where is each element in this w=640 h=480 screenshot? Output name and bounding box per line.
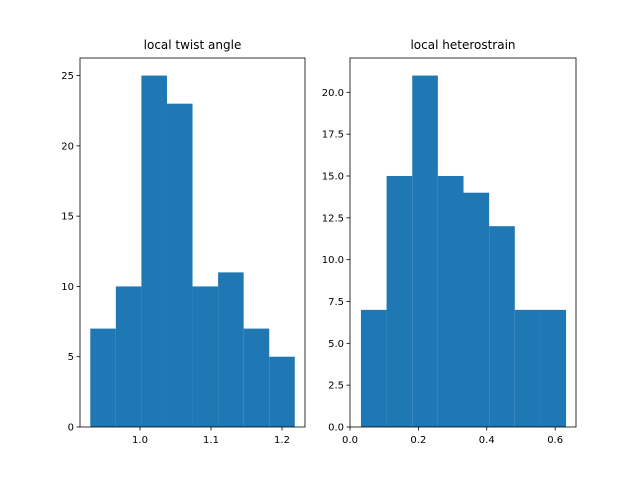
chart-title: local heterostrain — [410, 38, 515, 52]
bar — [115, 286, 142, 427]
x-tick-label: 0.4 — [479, 435, 495, 446]
bar — [514, 309, 541, 427]
x-tick-label: 0.2 — [410, 435, 426, 446]
y-tick-label: 0.0 — [328, 423, 344, 434]
y-tick-label: 15 — [61, 212, 74, 223]
y-tick-label: 20.0 — [322, 88, 344, 99]
bar — [360, 309, 387, 427]
bar — [166, 103, 193, 427]
bar — [386, 175, 413, 427]
y-tick-label: 7.5 — [328, 297, 344, 308]
bar — [218, 272, 244, 427]
bar — [90, 328, 116, 427]
y-tick-label: 10.0 — [322, 255, 344, 266]
bar — [269, 356, 295, 427]
bar — [540, 309, 567, 427]
y-tick-label: 2.5 — [328, 381, 344, 392]
y-tick-label: 5 — [68, 352, 74, 363]
x-tick-label: 0.0 — [342, 435, 358, 446]
y-tick-label: 17.5 — [322, 130, 344, 141]
bar — [489, 226, 515, 427]
x-tick-label: 1.2 — [274, 435, 290, 446]
x-tick-label: 1.1 — [203, 435, 219, 446]
x-tick-label: 1.0 — [132, 435, 148, 446]
bar — [243, 328, 270, 427]
y-tick-label: 5.0 — [328, 339, 344, 350]
y-tick-label: 25 — [61, 71, 74, 82]
bar — [412, 75, 438, 428]
chart-title: local twist angle — [144, 38, 242, 52]
y-tick-label: 15.0 — [322, 171, 344, 182]
y-tick-label: 10 — [61, 282, 74, 293]
y-tick-label: 20 — [61, 141, 74, 152]
bar — [437, 175, 464, 427]
axes-frame — [349, 57, 577, 428]
bar — [463, 192, 490, 427]
bar — [192, 286, 219, 427]
axes-frame — [79, 57, 306, 428]
x-tick-label: 0.6 — [547, 435, 563, 446]
bar — [141, 75, 167, 428]
y-tick-label: 12.5 — [322, 213, 344, 224]
y-tick-label: 0 — [68, 423, 74, 434]
